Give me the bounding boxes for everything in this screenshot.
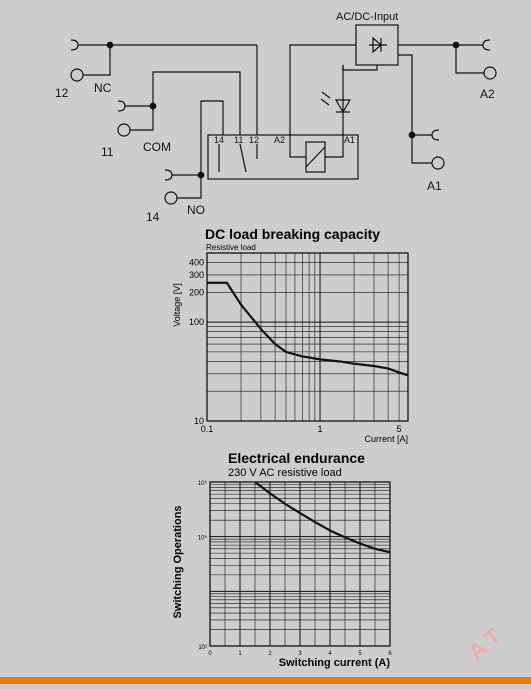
chart-y-tick-label: 10 bbox=[194, 416, 204, 426]
chart-x-tick-label: 1 bbox=[318, 424, 323, 434]
a1-label: A1 bbox=[427, 179, 442, 193]
nc-branch-wire bbox=[83, 45, 111, 76]
chart-x-tick-label: 5 bbox=[358, 651, 362, 657]
nc-fork-symbol bbox=[70, 39, 79, 51]
com-terminal-circle bbox=[117, 123, 131, 137]
chart2-ticks: 0 1 2 3 4 5 6 10³ 10⁵ 10⁶ bbox=[198, 480, 393, 657]
chart1-title: DC load breaking capacity bbox=[205, 226, 380, 242]
chart-series-line bbox=[207, 281, 408, 377]
rectifier-diode-triangle bbox=[372, 36, 382, 54]
relay-circuit-diagram bbox=[70, 24, 497, 205]
a1-feed-wire bbox=[398, 54, 413, 135]
chart-y-tick-label: 100 bbox=[189, 317, 204, 327]
terminal-11-label: 11 bbox=[101, 145, 114, 159]
com-branch-wire bbox=[130, 106, 154, 131]
led-light-arrow-2 bbox=[320, 98, 330, 106]
a2-label: A2 bbox=[480, 87, 495, 101]
chart1-xlabel: Current [A] bbox=[364, 434, 408, 444]
chart2-grid bbox=[209, 481, 391, 647]
circuit-labels: AC/DC-Input 12 NC 11 COM 14 NO A2 A1 14 … bbox=[55, 11, 495, 224]
contact-switch-blade bbox=[239, 143, 247, 173]
chart1-ylabel: Voltage [V] bbox=[172, 283, 182, 327]
a1-branch-wire bbox=[411, 135, 432, 164]
box-14-label: 14 bbox=[214, 135, 224, 145]
watermark-text: A T bbox=[463, 623, 506, 665]
chart2-series bbox=[254, 482, 390, 554]
chart-x-tick-label: 6 bbox=[388, 651, 392, 657]
nc-terminal-circle bbox=[70, 68, 84, 82]
chart-x-tick-label: 5 bbox=[397, 424, 402, 434]
box-11-label: 11 bbox=[234, 135, 243, 145]
chart-y-tick-label: 200 bbox=[189, 287, 204, 297]
com-fork-symbol bbox=[117, 100, 126, 112]
chart1-grid bbox=[206, 252, 409, 422]
coil-a1-wire bbox=[325, 135, 344, 158]
terminal-14-label: 14 bbox=[146, 210, 160, 224]
com-drop-wire bbox=[152, 71, 241, 135]
chart-y-tick-label: 400 bbox=[189, 258, 204, 268]
box-a1-label: A1 bbox=[344, 135, 355, 145]
electrical-endurance-chart: Electrical endurance 230 V AC resistive … bbox=[172, 450, 392, 669]
chart-x-tick-label: 2 bbox=[268, 651, 272, 657]
a2-branch-wire bbox=[455, 45, 484, 74]
chart-x-tick-label: 0 bbox=[208, 651, 212, 657]
no-drop-wire bbox=[200, 100, 224, 175]
footer-accent-bar bbox=[0, 677, 531, 684]
no-fork-symbol bbox=[164, 169, 173, 181]
chart2-subtitle: 230 V AC resistive load bbox=[228, 467, 342, 479]
com-label: COM bbox=[143, 140, 171, 154]
nc-label: NC bbox=[94, 81, 112, 95]
chart1-subtitle: Resistive load bbox=[206, 243, 256, 252]
box-12-label: 12 bbox=[249, 135, 259, 145]
chart2-plot-frame bbox=[209, 481, 391, 647]
a1-fork-symbol bbox=[431, 129, 440, 141]
relay-module-box bbox=[207, 134, 359, 180]
chart-x-tick-label: 1 bbox=[238, 651, 242, 657]
ac-dc-input-label: AC/DC-Input bbox=[336, 11, 398, 23]
chart-x-tick-label: 0.1 bbox=[201, 424, 214, 434]
chart1-series bbox=[207, 281, 408, 377]
chart-y-tick-label: 10⁶ bbox=[198, 480, 208, 487]
a2-terminal-circle bbox=[483, 66, 497, 80]
chart2-ylabel: Switching Operations bbox=[172, 505, 184, 618]
dc-load-breaking-capacity-chart: DC load breaking capacity Resistive load… bbox=[172, 226, 409, 444]
led-to-rectifier-wire bbox=[342, 65, 378, 71]
no-branch-wire bbox=[177, 175, 202, 199]
terminal-12-label: 12 bbox=[55, 86, 69, 100]
chart-y-tick-label: 10³ bbox=[198, 645, 207, 651]
a2-fork-symbol bbox=[482, 39, 491, 51]
chart1-ticks: 0.1 1 5 10 100 200 300 400 bbox=[189, 258, 402, 434]
chart-x-tick-label: 3 bbox=[298, 651, 302, 657]
relay-coil-diagonal bbox=[305, 146, 326, 168]
a1-terminal-circle bbox=[431, 156, 445, 170]
no-terminal-circle bbox=[164, 191, 178, 205]
chart2-xlabel: Switching current (A) bbox=[279, 657, 391, 669]
coil-a2-wire bbox=[289, 135, 306, 158]
box-a2-label: A2 bbox=[274, 135, 285, 145]
chart-x-tick-label: 4 bbox=[328, 651, 332, 657]
chart-y-tick-label: 300 bbox=[189, 270, 204, 280]
no-label: NO bbox=[187, 203, 205, 217]
chart2-title: Electrical endurance bbox=[228, 450, 365, 466]
a2-input-wire bbox=[289, 44, 356, 135]
chart-series-line bbox=[254, 482, 390, 554]
led-diode-triangle bbox=[334, 99, 352, 114]
led-light-arrow-1 bbox=[321, 91, 331, 99]
chart-y-tick-label: 10⁵ bbox=[198, 535, 208, 542]
chart1-plot-frame bbox=[206, 252, 409, 422]
